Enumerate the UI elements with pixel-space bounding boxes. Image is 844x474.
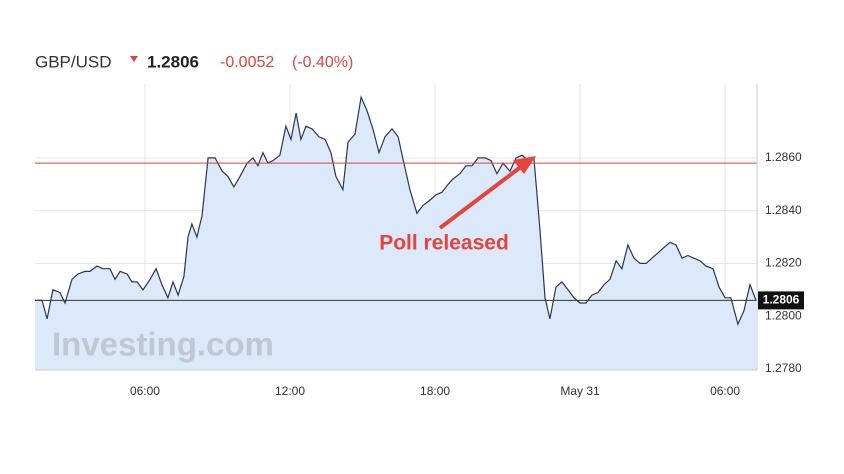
y-tick-label: 1.2820: [765, 256, 802, 270]
x-tick-label: 18:00: [420, 384, 450, 398]
y-tick-label: 1.2860: [765, 150, 802, 164]
x-tick-label: 12:00: [275, 384, 305, 398]
plot-area: 1.2780 1.2800 1.2820 1.2840 1.2860 06:00 12:00…: [35, 84, 804, 398]
last-price-box: [758, 291, 804, 310]
last-price-label: 1.2806: [763, 293, 800, 307]
change: -0.0052: [220, 54, 274, 71]
y-tick-label: 1.2780: [765, 361, 802, 375]
y-tick-label: 1.2840: [765, 203, 802, 217]
line: [35, 95, 757, 326]
x-tick-label: 06:00: [710, 384, 740, 398]
watermark: Investing.com: [52, 326, 274, 363]
down-indicator: [130, 56, 138, 62]
symbol: GBP/USD: [35, 52, 112, 71]
y-tick-label: 1.2800: [765, 308, 802, 322]
price: 1.2806: [147, 52, 199, 71]
annotation-arrow: [438, 164, 524, 230]
x-tick-label: May 31: [560, 384, 600, 398]
area: [35, 97, 756, 370]
annotation-arrowhead: [513, 156, 536, 174]
change-percent: (-0.40%): [292, 54, 353, 71]
x-tick-label: 06:00: [130, 384, 160, 398]
annotation: Poll released: [379, 232, 509, 255]
